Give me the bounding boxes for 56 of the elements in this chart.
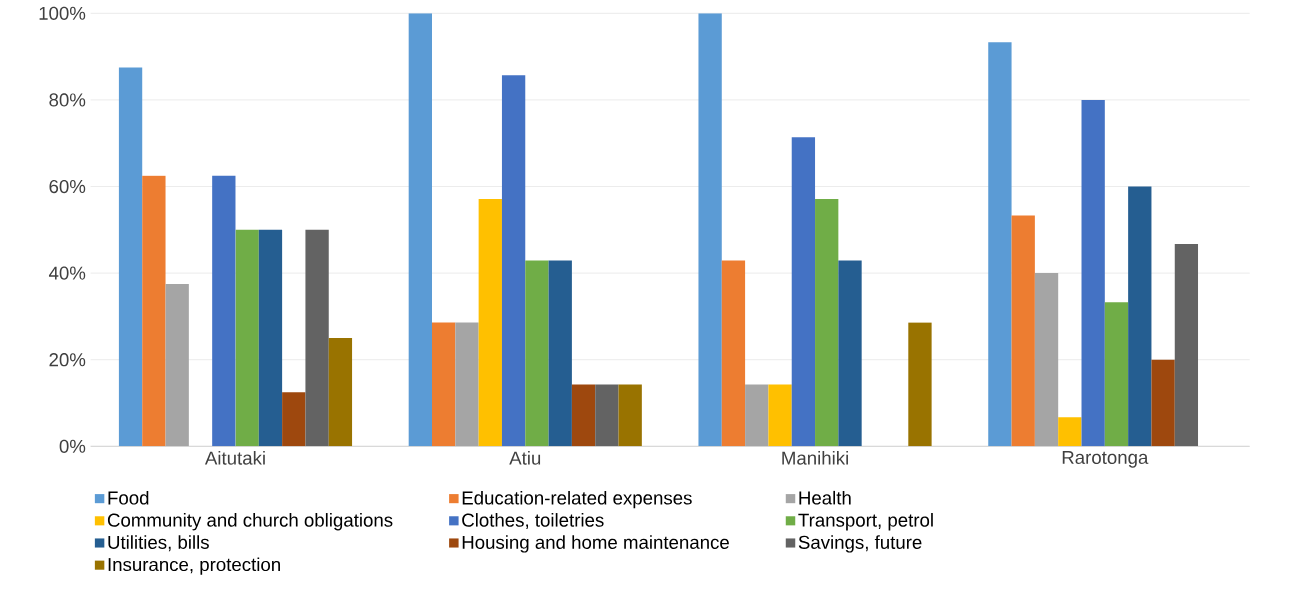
bar <box>838 260 862 447</box>
bar <box>698 13 722 447</box>
legend-label: Education-related expenses <box>462 490 692 509</box>
bar <box>1081 99 1105 447</box>
bar <box>745 384 769 447</box>
bar <box>1174 244 1199 447</box>
bar <box>721 260 746 447</box>
x-tick-label: Atiu <box>509 451 541 465</box>
bar <box>212 175 236 447</box>
bar <box>501 75 526 447</box>
bar <box>1104 302 1129 447</box>
bar <box>142 175 166 447</box>
bar <box>908 322 932 447</box>
bar <box>478 199 502 447</box>
bar <box>455 322 479 447</box>
x-tick-label: Rarotonga <box>1062 451 1149 468</box>
y-tick-label: 40% <box>48 266 86 280</box>
bar <box>258 229 283 447</box>
bar <box>328 338 353 447</box>
y-tick-label: 20% <box>49 353 86 367</box>
bar <box>235 229 259 447</box>
x-tick-label: Manihiki <box>782 451 848 465</box>
bar <box>1151 359 1175 447</box>
legend-label: Health <box>799 490 851 505</box>
y-tick-label: 80% <box>49 93 86 107</box>
bar <box>282 392 306 447</box>
legend-label: Transport, petrol <box>798 513 933 531</box>
bar <box>988 42 1012 447</box>
bar <box>618 384 642 447</box>
legend-label: Insurance, protection <box>108 557 280 575</box>
bar <box>815 199 839 447</box>
y-tick-label: 60% <box>49 179 86 194</box>
y-tick-label: 0% <box>59 439 86 453</box>
legend-label: Utilities, bills <box>108 535 209 552</box>
bar <box>525 260 549 447</box>
bar <box>571 384 596 447</box>
bar <box>408 13 432 447</box>
legend-label: Food <box>108 490 149 505</box>
bar <box>118 67 143 447</box>
y-tick-label: 100% <box>39 6 86 20</box>
bar <box>791 137 816 447</box>
bar <box>768 384 792 447</box>
legend-label: Savings, future <box>798 535 922 553</box>
bar <box>1128 186 1152 447</box>
bar <box>305 229 329 447</box>
bar <box>1058 417 1082 447</box>
x-tick-label: Aitutaki <box>204 451 265 465</box>
bar <box>432 322 456 447</box>
bar <box>1034 273 1059 447</box>
bar <box>165 284 189 447</box>
legend-label: Clothes, toiletries <box>462 513 604 530</box>
bar <box>1011 215 1035 447</box>
bar <box>595 384 619 447</box>
legend-label: Housing and home maintenance <box>462 535 729 553</box>
bar <box>548 260 572 447</box>
legend-label: Community and church obligations <box>107 513 393 531</box>
